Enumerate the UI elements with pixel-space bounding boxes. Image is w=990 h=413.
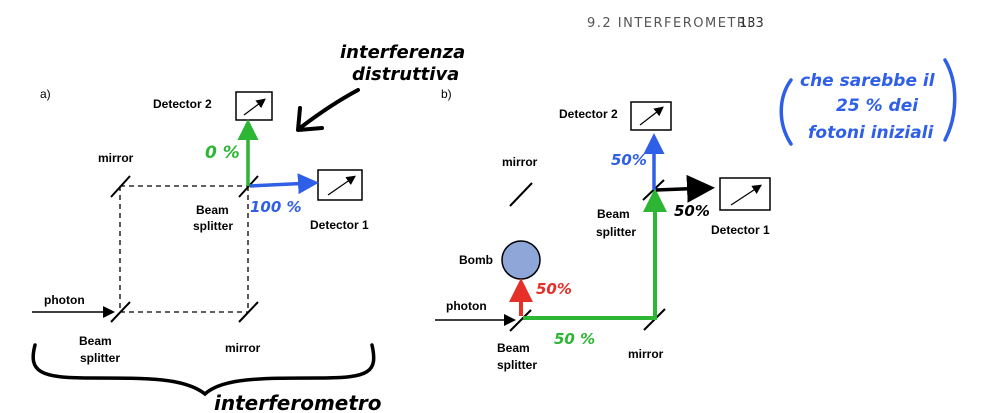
detector-2-label: Detector 2 [153, 97, 212, 111]
detector-1-box [318, 170, 362, 200]
panel-a: a) Detector 2 Detector 1 mirror mirror B… [32, 42, 465, 413]
mirror-top-label: mirror [98, 151, 134, 165]
note-interferometro: interferometro [214, 391, 382, 413]
beam-splitter-bottom-label-b-2: splitter [497, 358, 537, 372]
mirror-top-left-b [510, 183, 532, 206]
black-path-right-b [656, 188, 708, 190]
note-paren-line-3: fotoni iniziali [808, 123, 935, 143]
detector-1-label: Detector 1 [310, 218, 369, 232]
blue-path-right [250, 183, 312, 186]
mirror-top-label-b: mirror [502, 155, 538, 169]
paren-right [945, 60, 955, 140]
detector-1-needle-b [731, 186, 760, 205]
paren-left [781, 80, 791, 144]
detector-2-label-b: Detector 2 [559, 107, 618, 121]
beam-splitter-top-label-b-2: splitter [596, 225, 636, 239]
mirror-bottom-label: mirror [225, 341, 261, 355]
detector-2-box [236, 92, 272, 120]
detector-1-label-b: Detector 1 [711, 223, 770, 237]
detector-1-needle [328, 177, 354, 195]
bomb-label: Bomb [459, 253, 493, 267]
detector-2-needle-b [640, 108, 662, 125]
note-paren-line-2: 25 % dei [836, 96, 919, 116]
note-pct-right: 50% [674, 202, 710, 220]
beam-splitter-bottom-label-b-1: Beam [497, 341, 530, 355]
note-zero-percent: 0 % [205, 143, 240, 163]
bomb-shape [502, 241, 540, 279]
detector-1-box-b [720, 178, 770, 210]
mirror-top-left [111, 176, 130, 197]
note-hundred-percent: 100 % [250, 198, 302, 216]
dashed-paths [120, 186, 248, 312]
mirror-bottom-label-b: mirror [628, 347, 664, 361]
beam-splitter-top-label-2: splitter [193, 219, 233, 233]
note-distruttiva: distruttiva [352, 64, 459, 85]
photon-label-b: photon [446, 299, 487, 313]
panel-a-tag: a) [40, 87, 51, 101]
note-pct-bottom: 50 % [554, 330, 595, 348]
detector-2-needle [244, 100, 264, 115]
note-paren-line-1: che sarebbe il [800, 71, 936, 91]
panel-b: b) Detector 2 Detector 1 mirror mirror B… [435, 60, 955, 372]
beam-splitter-bottom-label-1: Beam [79, 334, 112, 348]
note-pct-up: 50% [611, 151, 647, 169]
photon-label: photon [44, 293, 85, 307]
beam-splitter-top-label-1: Beam [196, 203, 229, 217]
green-path-bottom [523, 196, 655, 318]
beam-splitter-bottom-label-2: splitter [80, 351, 120, 365]
note-pointer-arrow [300, 90, 358, 128]
note-interferenza: interferenza [340, 42, 465, 63]
panel-b-tag: b) [441, 87, 452, 101]
beam-splitter-top-label-b-1: Beam [597, 207, 630, 221]
note-pct-bomb: 50% [536, 280, 572, 298]
